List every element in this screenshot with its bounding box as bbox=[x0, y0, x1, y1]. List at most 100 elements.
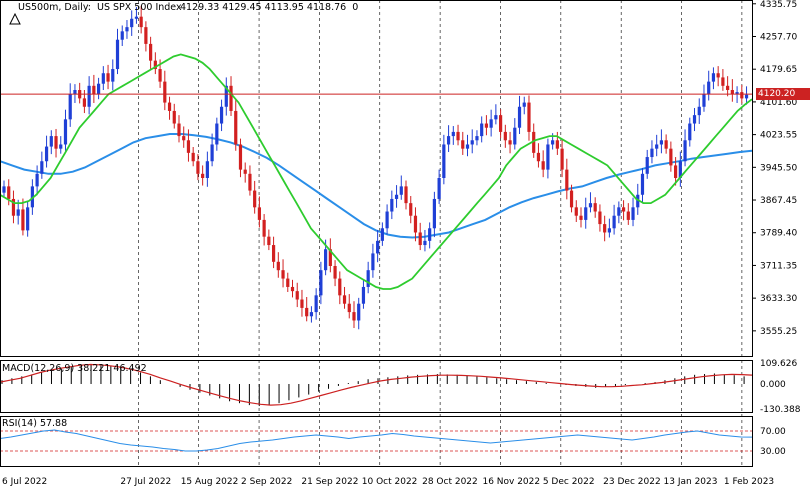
bearish-candle bbox=[253, 190, 257, 208]
bearish-candle bbox=[201, 173, 205, 178]
price-tick-label: 3555.25 bbox=[760, 327, 797, 337]
fast-ma-line bbox=[0, 53, 753, 290]
bearish-candle bbox=[565, 169, 569, 191]
macd-label: MACD(12,26,9) 38.221 46.492 bbox=[2, 363, 147, 374]
bearish-candle bbox=[484, 123, 489, 128]
bullish-candle bbox=[475, 136, 479, 141]
bullish-candle bbox=[40, 161, 44, 174]
bullish-candle bbox=[215, 123, 219, 145]
bullish-candle bbox=[371, 253, 375, 271]
bullish-candle bbox=[631, 207, 635, 220]
panel-frame bbox=[0, 416, 753, 467]
bullish-candle bbox=[446, 136, 451, 145]
bearish-candle bbox=[716, 73, 720, 78]
bearish-candle bbox=[527, 102, 531, 132]
bearish-candle bbox=[328, 249, 332, 266]
bullish-candle bbox=[59, 144, 63, 149]
bearish-candle bbox=[281, 270, 285, 279]
bullish-candle bbox=[428, 228, 432, 241]
bearish-candle bbox=[139, 16, 143, 28]
bearish-candle bbox=[158, 69, 162, 82]
bullish-candle bbox=[111, 69, 115, 82]
bearish-candle bbox=[503, 131, 507, 141]
bullish-candle bbox=[68, 94, 72, 120]
bullish-candle bbox=[432, 198, 436, 229]
bullish-candle bbox=[683, 140, 687, 162]
bearish-candle bbox=[229, 85, 233, 111]
macd-tick-label: 0.000 bbox=[760, 380, 786, 390]
bullish-candle bbox=[96, 83, 101, 95]
bearish-candle bbox=[286, 278, 290, 287]
bullish-candle bbox=[697, 106, 701, 116]
bullish-candle bbox=[513, 127, 517, 145]
bullish-candle bbox=[735, 92, 739, 95]
bearish-candle bbox=[569, 190, 574, 208]
bearish-candle bbox=[621, 207, 626, 212]
bullish-candle bbox=[101, 73, 105, 84]
date-label: 2 Sep 2022 bbox=[241, 477, 292, 487]
price-tick-label: 4179.65 bbox=[760, 65, 797, 75]
bearish-candle bbox=[262, 219, 266, 237]
bullish-candle bbox=[134, 16, 139, 19]
price-tick-label: 3633.30 bbox=[760, 294, 797, 304]
bearish-candle bbox=[730, 90, 734, 95]
bullish-candle bbox=[73, 90, 77, 95]
bullish-candle bbox=[607, 228, 611, 233]
date-label: 1 Feb 2023 bbox=[724, 477, 774, 487]
bullish-candle bbox=[115, 39, 120, 70]
bearish-candle bbox=[54, 136, 58, 149]
symbol-icon bbox=[3, 2, 21, 25]
panel-borders bbox=[0, 0, 753, 467]
bullish-candle bbox=[517, 106, 522, 128]
bearish-candle bbox=[163, 81, 167, 103]
bearish-candle bbox=[669, 148, 673, 166]
bearish-candle bbox=[257, 207, 261, 220]
bullish-candle bbox=[659, 140, 664, 145]
bearish-candle bbox=[333, 266, 337, 279]
bearish-candle bbox=[721, 77, 725, 86]
bullish-candle bbox=[35, 173, 39, 187]
bearish-candle bbox=[271, 245, 276, 262]
bearish-candle bbox=[11, 198, 16, 216]
price-tick-label: 3789.40 bbox=[760, 229, 797, 239]
bullish-candle bbox=[16, 209, 20, 216]
bearish-candle bbox=[238, 144, 243, 170]
bearish-candle bbox=[243, 169, 247, 174]
slow-ma-line bbox=[0, 133, 753, 239]
bearish-candle bbox=[248, 173, 252, 191]
bullish-candle bbox=[470, 140, 474, 145]
bearish-candle bbox=[579, 215, 583, 220]
bearish-candle bbox=[300, 299, 304, 308]
bearish-candle bbox=[82, 98, 87, 107]
bullish-candle bbox=[210, 144, 214, 162]
date-axis: 6 Jul 2022 27 Jul 2022 15 Aug 2022 2 Sep 20… bbox=[2, 477, 774, 487]
bullish-candle bbox=[63, 119, 68, 145]
current-price-tag: 4120.20 bbox=[756, 88, 810, 101]
bullish-candle bbox=[678, 161, 682, 178]
bearish-candle bbox=[196, 161, 200, 174]
bearish-candle bbox=[21, 209, 25, 231]
rsi-panel: 70.00 30.00 bbox=[0, 427, 786, 457]
bearish-candle bbox=[499, 115, 503, 132]
bearish-candle bbox=[276, 261, 280, 271]
bullish-candle bbox=[584, 207, 588, 220]
fast-moving-average bbox=[0, 53, 753, 290]
macd-panel: 109.626 0.000 -130.388 bbox=[0, 359, 801, 415]
bullish-candle bbox=[87, 85, 91, 107]
bullish-candle bbox=[49, 136, 53, 147]
bullish-candle bbox=[309, 312, 314, 317]
bearish-candle bbox=[664, 140, 668, 149]
bullish-candle bbox=[2, 186, 6, 193]
bearish-candle bbox=[234, 110, 238, 145]
bullish-candle bbox=[465, 144, 470, 149]
bearish-candle bbox=[541, 161, 545, 170]
bearish-candle bbox=[290, 286, 295, 292]
rsi-tick-label: 70.00 bbox=[760, 427, 786, 437]
date-label: 13 Jan 2023 bbox=[664, 477, 718, 487]
bullish-candle bbox=[650, 148, 654, 158]
price-tick-label: 4101.60 bbox=[760, 98, 797, 108]
ohlc-values: 4129.33 4129.45 4113.95 4118.76 0 bbox=[180, 2, 359, 13]
bullish-candle bbox=[366, 270, 370, 287]
bearish-candle bbox=[352, 312, 356, 321]
